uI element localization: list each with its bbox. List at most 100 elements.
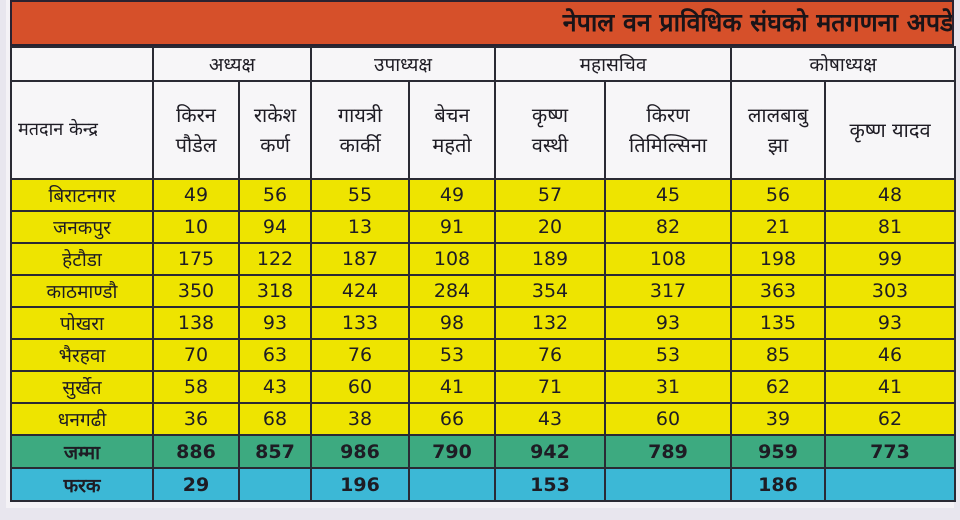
total-cell: 886 xyxy=(152,434,240,469)
vote-cell: 76 xyxy=(494,338,607,372)
vote-cell: 13 xyxy=(310,210,410,244)
vote-cell: 68 xyxy=(238,402,312,436)
vote-cell: 81 xyxy=(824,210,957,244)
vote-cell: 122 xyxy=(238,242,312,276)
vote-cell: 62 xyxy=(730,370,827,404)
table-row: बिराटनगर 49 56 55 49 57 45 56 48 xyxy=(10,178,957,212)
difference-cell xyxy=(238,467,312,502)
candidate-header: किरन पौडेल xyxy=(152,80,240,180)
vote-cell: 48 xyxy=(824,178,957,212)
table-row: सुर्खेत 58 43 60 41 71 31 62 41 xyxy=(10,370,957,404)
candidate-header: बेचन महतो xyxy=(407,80,497,180)
candidate-header: कृष्ण वस्थी xyxy=(494,80,607,180)
vote-cell: 49 xyxy=(407,178,497,212)
vote-cell: 93 xyxy=(238,306,312,340)
difference-cell: 153 xyxy=(494,467,607,502)
vote-cell: 135 xyxy=(730,306,827,340)
total-row: जम्मा 886 857 986 790 942 789 959 773 xyxy=(10,434,957,469)
polling-center-name: भैरहवा xyxy=(10,338,154,372)
polling-center-name: पोखरा xyxy=(10,306,154,340)
vote-cell: 43 xyxy=(494,402,607,436)
difference-cell: 186 xyxy=(730,467,827,502)
vote-cell: 133 xyxy=(310,306,410,340)
vote-cell: 41 xyxy=(824,370,957,404)
vote-cell: 66 xyxy=(407,402,497,436)
difference-cell: 29 xyxy=(152,467,240,502)
vote-cell: 62 xyxy=(824,402,957,436)
vote-cell: 21 xyxy=(730,210,827,244)
vote-cell: 187 xyxy=(310,242,410,276)
group-general-secretary: महासचिव xyxy=(494,46,733,82)
vote-cell: 58 xyxy=(152,370,240,404)
polling-center-name: सुर्खेत xyxy=(10,370,154,404)
vote-cell: 99 xyxy=(824,242,957,276)
vote-cell: 60 xyxy=(310,370,410,404)
total-cell: 959 xyxy=(730,434,827,469)
total-cell: 773 xyxy=(824,434,957,469)
vote-cell: 46 xyxy=(824,338,957,372)
polling-center-name: धनगढी xyxy=(10,402,154,436)
vote-cell: 45 xyxy=(604,178,733,212)
polling-center-name: काठमाण्डौ xyxy=(10,274,154,308)
vote-cell: 94 xyxy=(238,210,312,244)
vote-cell: 20 xyxy=(494,210,607,244)
vote-cell: 38 xyxy=(310,402,410,436)
spreadsheet: नेपाल वन प्राविधिक संघको मतगणना अपडेट अध… xyxy=(6,0,957,508)
vote-cell: 41 xyxy=(407,370,497,404)
vote-cell: 36 xyxy=(152,402,240,436)
vote-cell: 138 xyxy=(152,306,240,340)
vote-cell: 39 xyxy=(730,402,827,436)
vote-cell: 303 xyxy=(824,274,957,308)
polling-center-name: जनकपुर xyxy=(10,210,154,244)
candidate-header: कृष्ण यादव xyxy=(824,80,957,180)
vote-cell: 424 xyxy=(310,274,410,308)
vote-cell: 189 xyxy=(494,242,607,276)
difference-cell: 196 xyxy=(310,467,410,502)
vote-cell: 43 xyxy=(238,370,312,404)
difference-row: फरक 29 196 153 186 xyxy=(10,467,957,502)
vote-cell: 56 xyxy=(730,178,827,212)
vote-cell: 317 xyxy=(604,274,733,308)
polling-center-name: बिराटनगर xyxy=(10,178,154,212)
vote-cell: 354 xyxy=(494,274,607,308)
group-treasurer: कोषाध्यक्ष xyxy=(730,46,957,82)
vote-cell: 108 xyxy=(407,242,497,276)
candidate-header-row: मतदान केन्द्र किरन पौडेल राकेश कर्ण गायत्र… xyxy=(10,80,957,180)
vote-cell: 71 xyxy=(494,370,607,404)
vote-cell: 63 xyxy=(238,338,312,372)
vote-cell: 93 xyxy=(604,306,733,340)
group-header-row: अध्यक्ष उपाध्यक्ष महासचिव कोषाध्यक्ष xyxy=(10,46,957,82)
total-cell: 942 xyxy=(494,434,607,469)
vote-cell: 53 xyxy=(604,338,733,372)
vote-cell: 98 xyxy=(407,306,497,340)
group-vice-president: उपाध्यक्ष xyxy=(309,46,497,82)
vote-cell: 363 xyxy=(730,274,827,308)
table-row: हेटौडा 175 122 187 108 189 108 198 99 xyxy=(10,242,957,276)
table-row: धनगढी 36 68 38 66 43 60 39 62 xyxy=(10,402,957,436)
total-label: जम्मा xyxy=(10,434,154,469)
candidate-header: लालबाबु झा xyxy=(730,80,827,180)
vote-cell: 49 xyxy=(152,178,240,212)
vote-cell: 82 xyxy=(604,210,733,244)
difference-cell xyxy=(824,467,957,502)
candidate-header: किरण तिमिल्सिना xyxy=(604,80,733,180)
vote-cell: 108 xyxy=(604,242,733,276)
vote-cell: 31 xyxy=(604,370,733,404)
total-cell: 986 xyxy=(310,434,410,469)
vote-cell: 10 xyxy=(152,210,240,244)
total-cell: 857 xyxy=(238,434,312,469)
table-row: काठमाण्डौ 350 318 424 284 354 317 363 303 xyxy=(10,274,957,308)
vote-cell: 56 xyxy=(238,178,312,212)
vote-cell: 350 xyxy=(152,274,240,308)
table-row: जनकपुर 10 94 13 91 20 82 21 81 xyxy=(10,210,957,244)
table-row: पोखरा 138 93 133 98 132 93 135 93 xyxy=(10,306,957,340)
vote-cell: 91 xyxy=(407,210,497,244)
vote-cell: 318 xyxy=(238,274,312,308)
vote-cell: 57 xyxy=(494,178,607,212)
candidate-header: राकेश कर्ण xyxy=(238,80,312,180)
data-rows: बिराटनगर 49 56 55 49 57 45 56 48 जनकपुर 10 94 13 91 20… xyxy=(10,178,957,436)
candidate-header: गायत्री कार्की xyxy=(310,80,410,180)
vote-count-table: अध्यक्ष उपाध्यक्ष महासचिव कोषाध्यक्ष मतद… xyxy=(10,46,957,502)
vote-cell: 85 xyxy=(730,338,827,372)
vote-cell: 76 xyxy=(310,338,410,372)
